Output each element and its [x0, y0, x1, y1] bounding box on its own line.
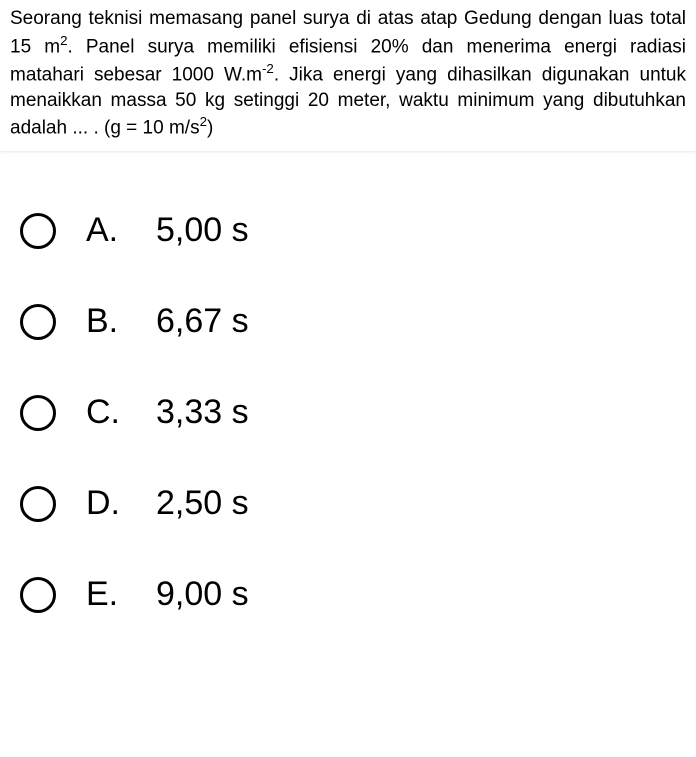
option-letter: D. — [86, 484, 156, 523]
option-label: B. 6,67 s — [86, 302, 249, 341]
option-e[interactable]: E. 9,00 s — [20, 575, 676, 614]
radio-icon — [20, 486, 56, 522]
radio-icon — [20, 213, 56, 249]
option-b[interactable]: B. 6,67 s — [20, 302, 676, 341]
option-letter: C. — [86, 393, 156, 432]
option-c[interactable]: C. 3,33 s — [20, 393, 676, 432]
question-container: Seorang teknisi memasang panel surya di … — [0, 0, 696, 151]
option-text: 3,33 s — [156, 393, 249, 432]
question-text: Seorang teknisi memasang panel surya di … — [10, 6, 686, 141]
option-a[interactable]: A. 5,00 s — [20, 211, 676, 250]
option-d[interactable]: D. 2,50 s — [20, 484, 676, 523]
option-label: D. 2,50 s — [86, 484, 249, 523]
radio-icon — [20, 577, 56, 613]
option-label: A. 5,00 s — [86, 211, 249, 250]
option-label: E. 9,00 s — [86, 575, 249, 614]
option-label: C. 3,33 s — [86, 393, 249, 432]
radio-icon — [20, 395, 56, 431]
option-letter: B. — [86, 302, 156, 341]
option-letter: E. — [86, 575, 156, 614]
options-list: A. 5,00 s B. 6,67 s C. 3,33 s D. 2,50 s … — [0, 211, 696, 634]
option-text: 9,00 s — [156, 575, 249, 614]
radio-icon — [20, 304, 56, 340]
option-text: 5,00 s — [156, 211, 249, 250]
option-text: 6,67 s — [156, 302, 249, 341]
option-letter: A. — [86, 211, 156, 250]
option-text: 2,50 s — [156, 484, 249, 523]
